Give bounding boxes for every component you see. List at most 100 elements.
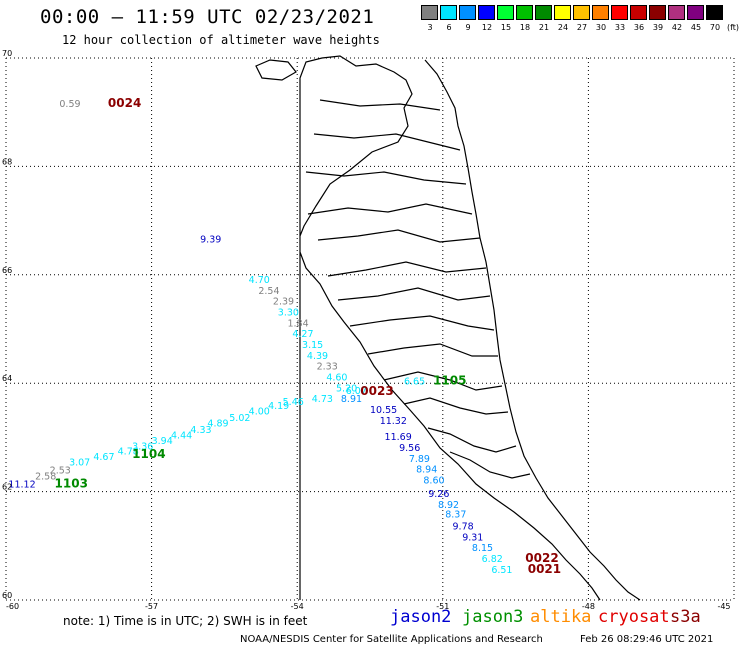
fjord-6 [327,261,487,277]
wave-height-value: 5.02 [229,413,250,424]
units-note: note: 1) Time is in UTC; 2) SWH is in fe… [63,614,308,628]
wave-height-value: 2.54 [258,286,279,297]
wave-height-value: 8.15 [472,543,493,554]
longitude-tick-label: -48 [582,602,595,611]
legend-label: 12 [481,23,493,32]
wave-height-value: 2.53 [50,466,71,477]
latitude-tick-label: 66 [2,266,12,275]
legend-label: 24 [557,23,569,32]
wave-height-value: 4.78 [118,447,139,458]
legend-swatch [554,5,571,20]
legend-swatch [459,5,476,20]
legend-label: 3 [427,23,433,32]
wave-height-value: 5.20 [336,383,357,394]
satellite-jason3-label: jason3 [462,607,524,627]
pass-id-label: 0021 [528,562,561,576]
greenland-coastline [255,55,641,601]
fjord-7 [337,287,491,301]
graticule [5,57,735,601]
wave-height-value: 6.51 [491,565,512,576]
wave-height-value: 4.27 [292,329,313,340]
wave-height-value: 8.92 [438,500,459,511]
wave-height-value: 4.19 [268,401,289,412]
legend-label: 70 [709,23,721,32]
fjord-5 [317,229,481,243]
coastline-outer [299,55,601,601]
latitude-tick-label: 68 [2,157,12,166]
pass-id-label: 0024 [108,96,141,110]
wave-height-value: 7.89 [409,454,430,465]
wave-height-value: 4.89 [207,419,228,430]
wave-height-value: 8.94 [416,465,437,476]
generated-timestamp: Feb 26 08:29:46 UTC 2021 [580,634,714,645]
legend-label: 39 [652,23,664,32]
legend-swatch [649,5,666,20]
wave-height-value: 8.60 [423,475,444,486]
longitude-tick-label: -57 [145,602,158,611]
wave-height-value: 3.30 [278,307,299,318]
satellite-jason2-label: jason2 [390,607,452,627]
pass-id-label: 1105 [433,373,466,387]
legend-swatch [478,5,495,20]
pass-id-label: 1103 [55,476,88,490]
legend-swatch [497,5,514,20]
wave-height-value: 4.70 [249,275,270,286]
wave-height-value: 0.59 [59,99,80,110]
fjord-11 [403,397,509,415]
wave-height-value: 9.26 [428,489,449,500]
longitude-tick-label: -45 [717,602,730,611]
map-subtitle: 12 hour collection of altimeter wave hei… [62,33,380,47]
wave-height-value: 6.65 [404,376,425,387]
wave-height-value: 6.82 [482,554,503,565]
legend-swatch [611,5,628,20]
fjord-2 [313,133,461,151]
wave-height-value: 4.00 [249,407,270,418]
wave-height-value: 2.39 [273,297,294,308]
longitude-tick-label: -54 [291,602,304,611]
wave-height-value: 4.73 [312,394,333,405]
legend-label: 45 [690,23,702,32]
legend-swatch [421,5,438,20]
wave-height-value: 9.78 [453,522,474,533]
legend-label: 42 [671,23,683,32]
legend-swatch [668,5,685,20]
legend-label: 30 [595,23,607,32]
coastline-inner [424,59,641,601]
latitude-tick-label: 62 [2,483,12,492]
wave-height-value: 11.69 [385,432,412,443]
map-title: 00:00 – 11:59 UTC 02/23/2021 [40,6,375,28]
fjord-1 [319,99,441,111]
axis-tick-labels: 70 68 66 64 62 60 -60 -57 -54 -51 -48 -45 [2,49,731,611]
legend-label: 9 [465,23,471,32]
latitude-tick-label: 70 [2,49,12,58]
legend-swatch [573,5,590,20]
legend-swatch [535,5,552,20]
fjord-9 [367,343,498,357]
legend-swatch [516,5,533,20]
fjord-12 [427,427,517,453]
legend-label: 18 [519,23,531,32]
legend-swatch [440,5,457,20]
wave-height-value: 8.37 [445,510,466,521]
legend-swatch [630,5,647,20]
wave-height-value: 10.55 [370,405,397,416]
legend-label: 36 [633,23,645,32]
pass-id-label: 0022 [525,551,558,565]
wave-height-value: 3.15 [302,340,323,351]
satellite-s3a-label: s3a [670,607,701,627]
fjord-3 [305,171,467,185]
wave-height-value: 4.33 [190,425,211,436]
pass-id-label: 0023 [360,384,393,398]
longitude-tick-label: -60 [6,602,19,611]
wave-height-value: 9.56 [399,443,420,454]
wave-height-value: 8.91 [341,394,362,405]
wave-height-value: 6.07 [346,386,367,397]
fjord-8 [349,315,495,331]
fjord-4 [307,203,473,215]
legend-swatch [687,5,704,20]
wave-height-value: 9.39 [200,234,221,245]
satellite-altika-label: altika [530,607,592,627]
altimeter-observations: 0.59 0024 9.39 4.702.542.393.301.844.273.15… [8,96,561,576]
wave-height-value: 2.58 [35,472,56,483]
